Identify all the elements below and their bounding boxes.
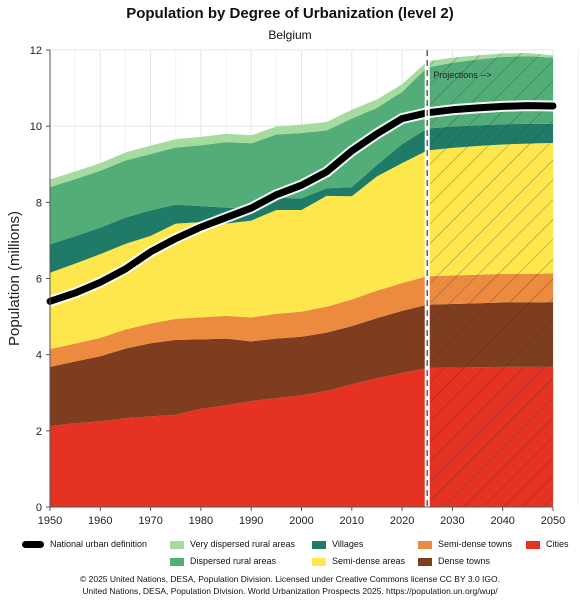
x-tick-label: 1950 <box>38 515 62 527</box>
legend-item: National urban definition <box>22 538 147 550</box>
x-tick-label: 1960 <box>88 515 112 527</box>
x-tick-label: 2050 <box>541 515 565 527</box>
projection-hatch <box>427 53 553 507</box>
legend-swatch <box>22 541 44 549</box>
legend-label: Very dispersed rural areas <box>190 539 296 549</box>
legend-item: Semi-dense towns <box>418 538 512 550</box>
legend-swatch <box>312 540 326 549</box>
line-national-urban-definition <box>46 102 557 305</box>
y-tick-label: 0 <box>36 502 42 514</box>
legend-swatch <box>170 540 184 549</box>
legend-label: Villages <box>332 539 364 549</box>
y-tick-label: 4 <box>36 350 42 362</box>
legend-item: Cities <box>526 538 569 550</box>
legend-label: Dense towns <box>438 556 491 566</box>
legend-label: Dispersed rural areas <box>190 556 277 566</box>
chart-footer: © 2025 United Nations, DESA, Population … <box>0 573 580 597</box>
x-tick-label: 2040 <box>490 515 514 527</box>
chart-title: Population by Degree of Urbanization (le… <box>126 5 454 22</box>
legend-item: Villages <box>312 538 363 550</box>
x-tick-label: 1980 <box>189 515 213 527</box>
x-tick-label: 2020 <box>390 515 414 527</box>
y-tick-label: 10 <box>30 121 42 133</box>
legend-swatch <box>418 540 432 549</box>
y-tick-label: 8 <box>36 197 42 209</box>
x-tick-label: 2010 <box>340 515 364 527</box>
x-tick-label: 2000 <box>289 515 313 527</box>
footer-line-2: United Nations, DESA, Population Divisio… <box>82 586 498 596</box>
x-tick-label: 2030 <box>440 515 464 527</box>
legend-swatch <box>312 557 326 566</box>
y-axis-label: Population (millions) <box>6 211 23 346</box>
legend-swatch <box>418 557 432 566</box>
legend-label: Semi-dense areas <box>332 556 406 566</box>
legend-swatch <box>170 557 184 566</box>
x-tick-label: 1990 <box>239 515 263 527</box>
legend-item: Dispersed rural areas <box>170 555 276 567</box>
legend-item: Very dispersed rural areas <box>170 538 295 550</box>
legend-label: Cities <box>546 539 569 549</box>
legend-label: Semi-dense towns <box>438 539 513 549</box>
x-tick-label: 1970 <box>138 515 162 527</box>
chart-subtitle: Belgium <box>268 28 312 42</box>
legend-item: Dense towns <box>418 555 490 567</box>
legend-swatch <box>526 540 540 549</box>
footer-line-1: © 2025 United Nations, DESA, Population … <box>80 574 500 584</box>
legend-label: National urban definition <box>50 539 148 549</box>
y-tick-label: 12 <box>30 45 42 57</box>
y-tick-label: 6 <box>36 274 42 286</box>
projection-label: Projections --> <box>433 70 491 80</box>
legend-item: Semi-dense areas <box>312 555 405 567</box>
y-tick-label: 2 <box>36 426 42 438</box>
chart-plot: Projections --> 1950 1960 1970 1980 1990 2000 2… <box>6 45 579 527</box>
